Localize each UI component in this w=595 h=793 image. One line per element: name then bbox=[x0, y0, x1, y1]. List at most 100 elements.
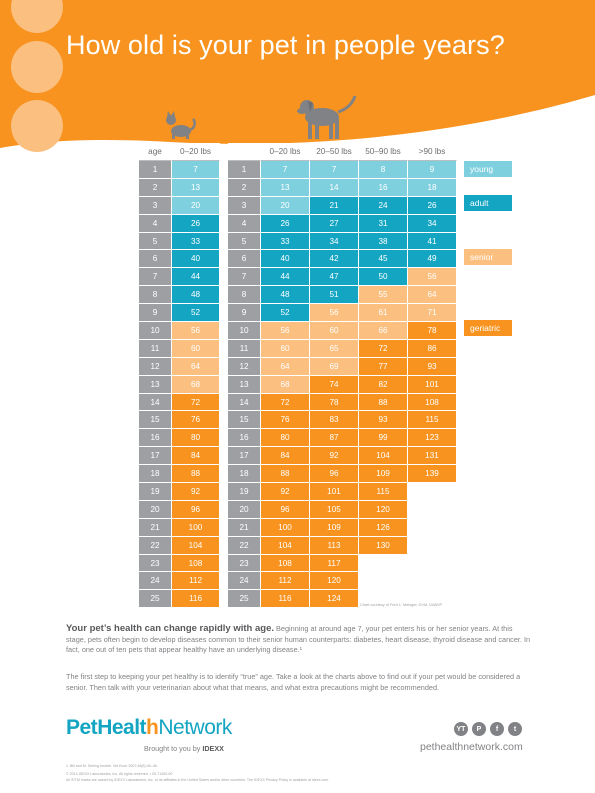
dog-row: 10 56 60 66 78 bbox=[228, 322, 457, 340]
dog-age-cell: 7 bbox=[228, 268, 261, 287]
dog-human-age-cell: 68 bbox=[261, 375, 310, 394]
pinterest-icon[interactable]: P bbox=[472, 722, 486, 736]
dog-human-age-cell: 78 bbox=[310, 393, 359, 412]
cat-row: 21 100 bbox=[139, 518, 220, 537]
cat-age-cell: 5 bbox=[139, 232, 172, 251]
dog-row: 24 112 120 bbox=[228, 572, 457, 591]
decor-circle-2 bbox=[11, 41, 63, 93]
dog-human-age-cell: 104 bbox=[359, 447, 408, 466]
dog-human-age-cell: 117 bbox=[310, 554, 359, 573]
cat-row: 24 112 bbox=[139, 572, 220, 591]
dog-human-age-cell: 47 bbox=[310, 268, 359, 287]
decor-circle-3 bbox=[11, 100, 63, 152]
chart-credit: Chart courtesy of Fred L. Metzger, DVM, … bbox=[360, 603, 443, 607]
dog-human-age-cell: 84 bbox=[261, 447, 310, 466]
dog-human-age-cell: 72 bbox=[261, 393, 310, 412]
dog-human-age-cell: 100 bbox=[261, 518, 310, 537]
dog-header-0-20: 0–20 lbs bbox=[261, 143, 310, 161]
dog-icon bbox=[297, 95, 357, 139]
cat-age-cell: 25 bbox=[139, 590, 172, 609]
dog-row: 17 84 92 104 131 bbox=[228, 447, 457, 466]
dog-human-age-cell: 104 bbox=[261, 536, 310, 555]
body-lead: Your pet’s health can change rapidly wit… bbox=[66, 623, 274, 634]
dog-human-age-cell: 88 bbox=[359, 393, 408, 412]
dog-age-cell: 15 bbox=[228, 411, 261, 430]
dog-human-age-cell: 83 bbox=[310, 411, 359, 430]
dog-human-age-cell: 92 bbox=[261, 483, 310, 501]
pethealthnetwork-logo[interactable]: PetHealthNetwork bbox=[66, 716, 232, 740]
cat-human-age-cell: 7 bbox=[172, 161, 220, 179]
cat-age-cell: 16 bbox=[139, 429, 172, 448]
dog-human-age-cell bbox=[359, 572, 408, 591]
dog-human-age-cell: 56 bbox=[408, 268, 457, 287]
cat-row: 17 84 bbox=[139, 447, 220, 466]
cat-human-age-cell: 104 bbox=[172, 536, 220, 555]
dog-human-age-cell: 42 bbox=[310, 250, 359, 269]
dog-human-age-cell: 96 bbox=[261, 500, 310, 519]
twitter-icon[interactable]: t bbox=[508, 722, 522, 736]
dog-human-age-cell: 120 bbox=[310, 572, 359, 591]
dog-human-age-cell: 44 bbox=[261, 268, 310, 287]
dog-human-age-cell bbox=[408, 590, 457, 609]
dog-row: 21 100 109 126 bbox=[228, 518, 457, 537]
dog-human-age-cell bbox=[408, 536, 457, 555]
youtube-icon[interactable]: YT bbox=[454, 722, 468, 736]
dog-human-age-cell: 130 bbox=[359, 536, 408, 555]
dog-human-age-cell: 131 bbox=[408, 447, 457, 466]
cat-human-age-cell: 108 bbox=[172, 554, 220, 573]
cat-row: 14 72 bbox=[139, 393, 220, 412]
dog-human-age-cell: 139 bbox=[408, 465, 457, 484]
dog-row: 4 26 27 31 34 bbox=[228, 214, 457, 233]
dog-age-cell: 23 bbox=[228, 554, 261, 573]
cat-age-cell: 22 bbox=[139, 536, 172, 555]
dog-age-cell: 3 bbox=[228, 196, 261, 215]
cat-human-age-cell: 13 bbox=[172, 178, 220, 197]
dog-age-cell: 19 bbox=[228, 483, 261, 501]
dog-human-age-cell: 109 bbox=[359, 465, 408, 484]
cat-age-cell: 8 bbox=[139, 286, 172, 305]
dog-row: 22 104 113 130 bbox=[228, 536, 457, 555]
dog-row: 15 76 83 93 115 bbox=[228, 411, 457, 430]
dog-row: 6 40 42 45 49 bbox=[228, 250, 457, 269]
cat-row: 6 40 bbox=[139, 250, 220, 269]
dog-age-cell: 24 bbox=[228, 572, 261, 591]
cat-age-cell: 4 bbox=[139, 214, 172, 233]
dog-age-cell: 2 bbox=[228, 178, 261, 197]
cat-row: 13 68 bbox=[139, 375, 220, 394]
dog-human-age-cell bbox=[408, 483, 457, 501]
cat-age-cell: 11 bbox=[139, 339, 172, 358]
cat-human-age-cell: 84 bbox=[172, 447, 220, 466]
dog-age-cell: 4 bbox=[228, 214, 261, 233]
dog-human-age-cell: 31 bbox=[359, 214, 408, 233]
cat-human-age-cell: 112 bbox=[172, 572, 220, 591]
cat-age-cell: 21 bbox=[139, 518, 172, 537]
fine-print-footnote: 1. Bill and M. Seeing trouble. Vet Econ … bbox=[66, 764, 158, 768]
dog-row: 25 116 124 bbox=[228, 590, 457, 609]
dog-age-cell: 11 bbox=[228, 339, 261, 358]
logo-part-3: h bbox=[146, 716, 159, 739]
dog-human-age-cell: 50 bbox=[359, 268, 408, 287]
facebook-icon[interactable]: f bbox=[490, 722, 504, 736]
dog-row: 12 64 69 77 93 bbox=[228, 357, 457, 376]
dog-human-age-cell: 71 bbox=[408, 304, 457, 323]
dog-human-age-cell: 27 bbox=[310, 214, 359, 233]
website-link[interactable]: pethealthnetwork.com bbox=[420, 741, 523, 753]
dog-age-cell: 8 bbox=[228, 286, 261, 305]
cat-human-age-cell: 80 bbox=[172, 429, 220, 448]
dog-human-age-cell: 41 bbox=[408, 232, 457, 251]
cat-age-cell: 2 bbox=[139, 178, 172, 197]
dog-age-cell: 14 bbox=[228, 393, 261, 412]
cat-age-cell: 23 bbox=[139, 554, 172, 573]
dog-age-cell: 1 bbox=[228, 161, 261, 179]
dog-row: 11 60 65 72 86 bbox=[228, 339, 457, 358]
cat-age-cell: 3 bbox=[139, 196, 172, 215]
dog-human-age-cell: 20 bbox=[261, 196, 310, 215]
cat-human-age-cell: 64 bbox=[172, 357, 220, 376]
cat-row: 8 48 bbox=[139, 286, 220, 305]
decor-circle-1 bbox=[11, 0, 63, 33]
dog-human-age-cell bbox=[408, 554, 457, 573]
dog-human-age-cell: 48 bbox=[261, 286, 310, 305]
dog-human-age-cell: 80 bbox=[261, 429, 310, 448]
dog-human-age-cell: 123 bbox=[408, 429, 457, 448]
